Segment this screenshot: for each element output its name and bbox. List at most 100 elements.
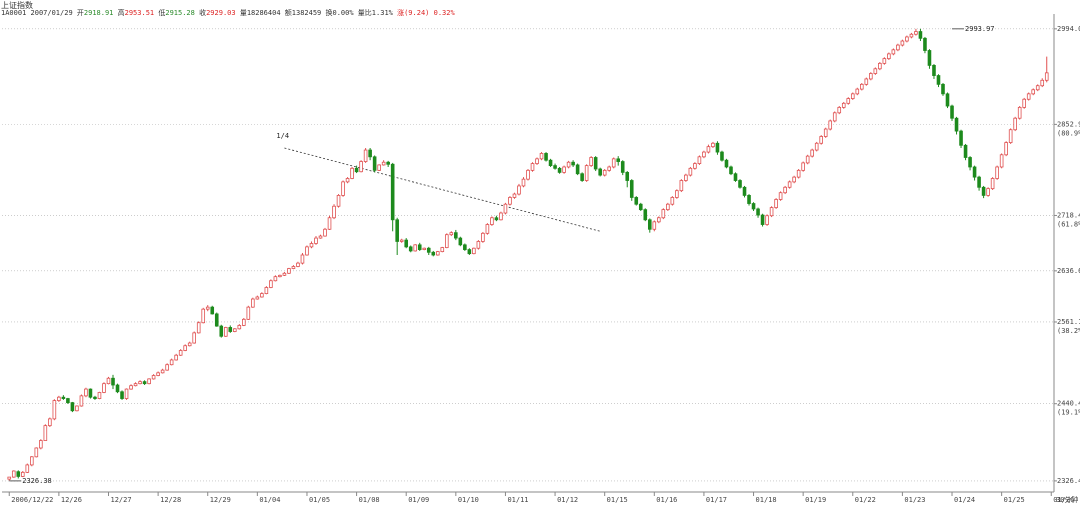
candle-body	[332, 205, 336, 219]
candle-body	[269, 280, 273, 288]
candle-body	[52, 400, 57, 420]
candle-body	[16, 471, 21, 477]
y-tick-label: 2852.9	[1057, 120, 1080, 128]
candle-body	[305, 246, 309, 256]
candle-body	[602, 169, 607, 176]
candle-body	[909, 33, 914, 38]
candle-body	[756, 208, 760, 216]
candle-body	[106, 377, 111, 385]
x-tick-label: 01/19	[805, 496, 826, 504]
x-tick-label: 01/05	[309, 496, 330, 504]
y-tick-label: 2440.4	[1057, 400, 1080, 408]
candle-body	[282, 272, 287, 276]
candle-body	[1013, 117, 1017, 131]
candle-body	[79, 395, 84, 407]
max-value-label: 2993.97	[965, 25, 995, 33]
candle-body	[580, 173, 584, 181]
candle-body	[372, 156, 377, 171]
candle-body	[111, 377, 115, 386]
candle-body	[819, 136, 824, 144]
candle-body	[643, 209, 648, 221]
volume-ratio-label: 量比	[357, 9, 372, 17]
candle-body	[467, 249, 472, 255]
candle-body	[93, 396, 97, 399]
candle-body	[720, 151, 724, 161]
candle-body	[562, 166, 566, 173]
quote-bar: 1A0001 2007/01/29 开2918.91 高2953.51 低291…	[1, 9, 455, 18]
candle-body	[1031, 89, 1036, 95]
candle-body	[887, 53, 891, 60]
candle-body	[223, 327, 228, 337]
candle-body	[801, 162, 805, 171]
candle-body	[138, 381, 142, 385]
candle-body	[860, 83, 864, 90]
candle-body	[905, 36, 909, 42]
candle-body	[395, 219, 399, 242]
candle-body	[571, 161, 575, 166]
candle-body	[999, 154, 1004, 168]
x-tick-label: 01/10	[458, 496, 479, 504]
candle-body	[634, 197, 639, 205]
candle-body	[575, 164, 580, 175]
candle-body	[30, 456, 34, 466]
candle-body	[1026, 93, 1031, 100]
candle-body	[882, 58, 887, 64]
candle-body	[503, 203, 508, 214]
candle-body	[287, 268, 291, 274]
candle-body	[219, 325, 224, 337]
candle-body	[1022, 98, 1026, 108]
x-tick-label: 2006/12/22	[11, 496, 53, 504]
candle-body	[70, 402, 75, 412]
candle-body	[426, 247, 431, 253]
candle-body	[765, 215, 769, 225]
candle-body	[796, 169, 801, 178]
candle-body	[232, 328, 237, 332]
x-tick-label: 12/27	[110, 496, 131, 504]
candle-body	[918, 31, 923, 39]
candle-body	[625, 171, 630, 181]
candle-body	[1044, 72, 1049, 81]
candle-body	[354, 167, 359, 173]
candle-body	[251, 298, 255, 308]
candle-body	[981, 186, 986, 196]
x-tick-label: 12/26	[61, 496, 82, 504]
candle-body	[34, 447, 39, 458]
candle-body	[309, 243, 314, 248]
candle-body	[783, 186, 787, 194]
candle-body	[805, 155, 810, 164]
candle-body	[539, 153, 544, 160]
candle-body	[593, 157, 598, 170]
high-value: 2953.51	[124, 9, 155, 17]
candle-body	[11, 470, 16, 478]
x-tick-label: 01/25	[1004, 496, 1025, 504]
y-tick-label: 2326.4	[1057, 477, 1080, 485]
amount-value: 1382459	[291, 9, 322, 17]
candle-body	[363, 149, 368, 162]
candle-body	[449, 232, 454, 236]
candle-body	[566, 161, 571, 168]
candle-body	[508, 197, 512, 205]
candle-body	[214, 313, 219, 327]
candle-body	[941, 83, 945, 95]
x-tick-label: 01/08	[359, 496, 380, 504]
candle-body	[706, 146, 711, 153]
change-label: 涨	[397, 9, 405, 17]
candle-body	[607, 166, 611, 171]
x-tick-label: 01/11	[507, 496, 528, 504]
turnover-label: 换	[325, 9, 333, 17]
volume-label: 量	[239, 9, 247, 17]
candle-body	[769, 207, 774, 217]
candle-body	[774, 199, 778, 209]
candle-body	[156, 372, 160, 376]
candle-body	[43, 425, 48, 441]
candle-body	[359, 161, 363, 173]
candle-body	[855, 88, 860, 95]
candle-body	[810, 149, 814, 157]
period-label: 30分钟	[1056, 495, 1078, 504]
candle-body	[896, 44, 900, 51]
candle-body	[458, 237, 463, 246]
trendline-label: 1/4	[276, 132, 289, 140]
candle-body	[742, 186, 747, 196]
candle-body	[413, 244, 418, 252]
